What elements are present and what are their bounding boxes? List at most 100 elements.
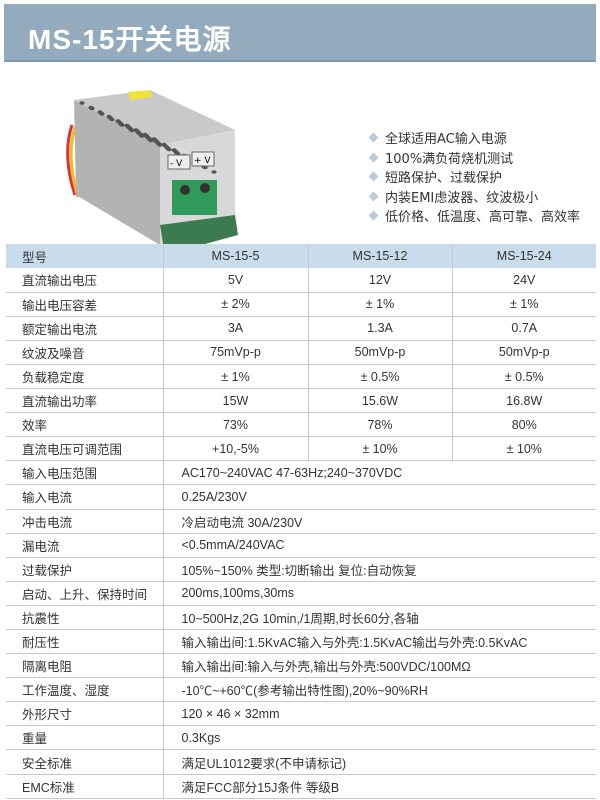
value-cell: 73% — [163, 412, 309, 438]
table-row: 工作温度、湿度 -10℃~+60℃(参考输出特性图),20%~90%RH — [6, 677, 596, 703]
feature-text: 内装EMI虑波器、纹波极小 — [385, 190, 539, 206]
table-row: 纹波及噪音 75mVp-p 50mVp-p 50mVp-p — [6, 340, 596, 365]
value-cell: 105%~150% 类型:切断输出 复位:自动恢复 — [163, 557, 596, 582]
value-cell: 75mVp-p — [163, 340, 309, 365]
value-cell: ± 0.5% — [308, 364, 453, 390]
label-cell: 冲击电流 — [6, 509, 164, 534]
vent-hole — [119, 123, 125, 127]
table-row: 外形尺寸 120 × 46 × 32mm — [6, 701, 596, 727]
header-cell: MS-15-12 — [308, 244, 453, 269]
value-cell: 0.25A/230V — [163, 484, 596, 510]
header-cell: 型号 — [6, 244, 164, 269]
feature-item: 短路保护、过载保护 — [368, 167, 580, 187]
value-cell: 120 × 46 × 32mm — [163, 701, 596, 727]
table-row: 额定输出电流 3A 1.3A 0.7A — [6, 316, 596, 341]
vent-hole — [139, 134, 145, 138]
label-cell: EMC标准 — [6, 774, 164, 799]
vent-hole — [109, 117, 115, 122]
value-cell: 15.6W — [308, 388, 453, 414]
header-cell: MS-15-24 — [452, 244, 596, 269]
table-row: 直流输出电压 5V 12V 24V — [6, 268, 596, 293]
table-row: 重量 0.3Kgs — [6, 725, 596, 751]
label-cell: 输入电流 — [6, 484, 164, 510]
feature-text: 100%满负荷烧机测试 — [385, 151, 514, 167]
value-cell: 满足FCC部分15J条件 等级B — [163, 774, 596, 799]
terminal-label-plus: + V — [194, 156, 211, 166]
table-row: 隔离电阻 输入输出间:输入与外壳,输出与外壳:500VDC/100MΩ — [6, 653, 596, 679]
value-cell: 200ms,100ms,30ms — [163, 581, 596, 606]
value-cell: 24V — [452, 268, 596, 293]
label-cell: 漏电流 — [6, 533, 164, 558]
page-title: MS-15开关电源 — [28, 24, 232, 55]
table-row: 直流电压可调范围 +10,-5% ± 10% ± 10% — [6, 436, 596, 462]
value-cell: 50mVp-p — [308, 340, 453, 365]
terminal-label-minus: - V — [170, 159, 183, 169]
vent-hole — [157, 143, 163, 147]
value-cell: 输入输出间:1.5KvAC输入与外壳:1.5KvAC输出与外壳:0.5KvAC — [163, 629, 596, 655]
label-cell: 启动、上升、保持时间 — [6, 581, 164, 606]
value-cell: 80% — [452, 412, 596, 438]
value-cell: 5V — [163, 268, 309, 293]
value-cell: -10℃~+60℃(参考输出特性图),20%~90%RH — [163, 677, 596, 703]
label-cell: 耐压性 — [6, 629, 164, 655]
table-row: 安全标准 满足UL1012要求(不申请标记) — [6, 749, 596, 775]
value-cell: 16.8W — [452, 388, 596, 414]
value-cell: 15W — [163, 388, 309, 414]
value-cell: 50mVp-p — [452, 340, 596, 365]
label-cell: 效率 — [6, 412, 164, 438]
vent-hole — [166, 147, 172, 152]
feature-text: 全球适用AC输入电源 — [385, 132, 507, 148]
diamond-bullet-icon — [368, 210, 379, 221]
table-row: 效率 73% 78% 80% — [6, 412, 596, 438]
header-cell: MS-15-5 — [163, 244, 309, 269]
value-cell: 3A — [163, 316, 309, 341]
value-cell: ± 1% — [452, 292, 596, 317]
vent-hole — [89, 106, 95, 111]
label-cell: 输入电压范围 — [6, 460, 164, 486]
value-cell: ± 1% — [163, 364, 309, 390]
feature-item: 全球适用AC输入电源 — [368, 128, 580, 148]
value-cell: 1.3A — [308, 316, 453, 341]
table-row: 输入电压范围 AC170~240VAC 47-63Hz;240~370VDC — [6, 460, 596, 486]
table-row: 启动、上升、保持时间 200ms,100ms,30ms — [6, 581, 596, 606]
label-cell: 重量 — [6, 725, 164, 751]
label-cell: 输出电压容差 — [6, 292, 164, 317]
label-cell: 负载稳定度 — [6, 364, 164, 390]
value-cell: ± 1% — [308, 292, 453, 317]
label-cell: 纹波及噪音 — [6, 340, 164, 365]
table-row: 直流输出功率 15W 15.6W 16.8W — [6, 388, 596, 414]
vent-hole — [148, 138, 154, 143]
table-row: 抗震性 10~500Hz,2G 10min,/1周期,时长60分,各轴 — [6, 605, 596, 631]
value-cell: 0.3Kgs — [163, 725, 596, 751]
label-cell: 工作温度、湿度 — [6, 677, 164, 703]
feature-text: 短路保护、过载保护 — [385, 171, 503, 187]
table-row: 过载保护 105%~150% 类型:切断输出 复位:自动恢复 — [6, 557, 596, 582]
value-cell: 0.7A — [452, 316, 596, 341]
vent-hole — [79, 101, 85, 105]
diamond-bullet-icon — [368, 152, 379, 163]
diamond-bullet-icon — [368, 132, 379, 143]
table-header-row: 型号 MS-15-5 MS-15-12 MS-15-24 — [6, 244, 596, 269]
feature-item: 低价格、低温度、高可靠、高效率 — [368, 206, 581, 226]
label-cell: 直流电压可调范围 — [6, 436, 164, 462]
table-row: 输入电流 0.25A/230V — [6, 484, 596, 510]
value-cell: ± 2% — [163, 292, 309, 317]
table-row: 负载稳定度 ± 1% ± 0.5% ± 0.5% — [6, 364, 596, 390]
product-image: - V + V — [66, 90, 238, 255]
label-cell: 抗震性 — [6, 605, 164, 631]
value-cell: 输入输出间:输入与外壳,输出与外壳:500VDC/100MΩ — [163, 653, 596, 679]
vent-hole — [202, 165, 208, 170]
diamond-bullet-icon — [368, 171, 379, 182]
diamond-bullet-icon — [368, 191, 379, 202]
feature-item: 100%满负荷烧机测试 — [368, 148, 580, 168]
value-cell: 12V — [308, 268, 453, 293]
feature-text: 低价格、低温度、高可靠、高效率 — [385, 210, 581, 226]
table-row: 输出电压容差 ± 2% ± 1% ± 1% — [6, 292, 596, 317]
vent-hole — [129, 128, 135, 133]
title-bar: MS-15开关电源 — [4, 4, 596, 62]
value-cell: ± 10% — [452, 436, 596, 462]
table-row: EMC标准 满足FCC部分15J条件 等级B — [6, 774, 596, 799]
label-cell: 直流输出功率 — [6, 388, 164, 414]
value-cell: AC170~240VAC 47-63Hz;240~370VDC — [163, 460, 596, 486]
value-cell: ± 10% — [308, 436, 453, 462]
